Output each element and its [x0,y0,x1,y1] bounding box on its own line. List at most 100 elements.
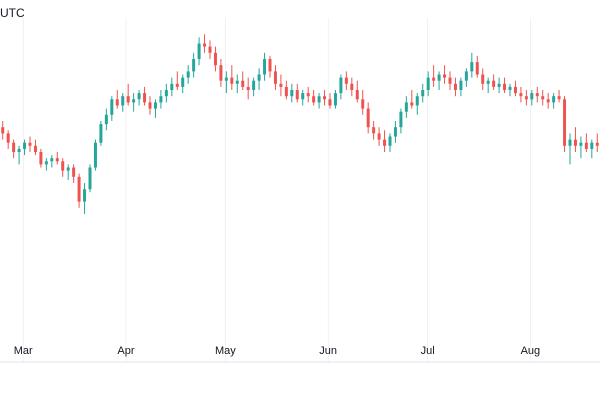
candle [44,158,48,171]
candle [317,93,321,109]
candle-body [366,108,370,128]
candle-body [573,139,577,146]
candle-body [590,142,594,149]
candle [39,148,43,168]
candle-body [257,74,261,81]
candle-body [246,86,250,90]
candle-body [410,102,414,106]
candle [208,40,212,59]
candle-body [421,90,425,97]
candle-body [72,167,76,177]
candle-body [208,46,212,53]
candle [213,46,217,72]
candle [410,90,414,109]
candle [421,83,425,103]
candle-body [486,80,490,84]
candle [404,96,408,118]
candle [437,71,441,90]
candle-body [333,93,337,106]
candle [224,71,228,94]
candle-body [219,65,223,81]
candle-body [6,133,10,143]
x-tick-label: Aug [521,345,541,357]
grid-lines [22,18,531,362]
candle-body [148,102,152,109]
candle-body [524,96,528,100]
candle [475,55,479,78]
candle-body [579,142,583,146]
candle [486,77,490,94]
candle-body [164,90,168,97]
candle [268,55,272,78]
candle-body [443,74,447,78]
candle [61,158,65,177]
candle-body [481,74,485,84]
candle-body [132,99,136,103]
candle [257,68,261,90]
candle [99,121,103,146]
candle-body [28,142,32,146]
candle [323,90,327,106]
candle [230,65,234,90]
candle-body [535,93,539,97]
candle-body [93,142,97,168]
candle-body [497,83,501,87]
candle [219,59,223,87]
candle-body [12,142,16,152]
candle-body [546,99,550,103]
candle [339,74,343,100]
candle [497,77,501,94]
candle [1,121,5,140]
candle-body [39,152,43,165]
candle-body [470,62,474,72]
candle-body [279,83,283,87]
candle-body [563,99,567,146]
candle [170,77,174,97]
candle [235,74,239,94]
candle [6,130,10,149]
candle [383,130,387,152]
candle [263,52,267,81]
candle-body [388,136,392,146]
candle-body [213,52,217,66]
candle [481,68,485,90]
candle [132,93,136,112]
candle [579,136,583,159]
candle-body [437,74,441,81]
candle [93,139,97,171]
candle [23,139,27,156]
candle-body [104,114,108,125]
candle [563,96,567,152]
candle-body [372,127,376,134]
candle [88,164,92,193]
candle [568,133,572,165]
candle [350,77,354,97]
candle [55,152,59,165]
candle-body [475,62,479,75]
candle-body [192,59,196,72]
candle [121,93,125,112]
candle-body [301,93,305,100]
candle [241,71,245,90]
candle [33,139,37,156]
candle [328,93,332,109]
candle-body [66,167,70,171]
candle [279,74,283,97]
candle-body [448,77,452,84]
candle [66,164,70,180]
candle-body [230,77,234,84]
candle [546,93,550,109]
candle-body [295,90,299,100]
candle-body [241,80,245,87]
candle [28,136,32,152]
candle-body [415,96,419,106]
candle-body [159,96,163,103]
candle-body [83,189,87,202]
candle-body [383,139,387,146]
candle-body [203,43,207,47]
candle [197,37,201,66]
candle [513,80,517,97]
candle [519,86,523,103]
candle [306,86,310,103]
